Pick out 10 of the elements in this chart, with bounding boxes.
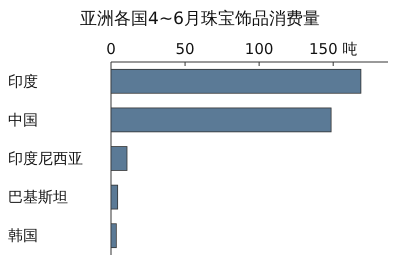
x-tick-label: 0 [106,40,116,58]
y-tick-label: 印度尼西亚 [8,150,83,168]
chart-title: 亚洲各国4~6月珠宝饰品消费量 [80,9,320,29]
x-tick-label: 150 吨 [308,40,358,58]
y-tick-label: 中国 [8,110,38,129]
y-tick-label: 巴基斯坦 [8,188,68,206]
x-tick-label: 50 [176,40,195,58]
x-tick-label: 100 [244,40,274,58]
y-tick-label: 韩国 [8,226,38,245]
y-tick-label: 印度 [8,72,38,90]
